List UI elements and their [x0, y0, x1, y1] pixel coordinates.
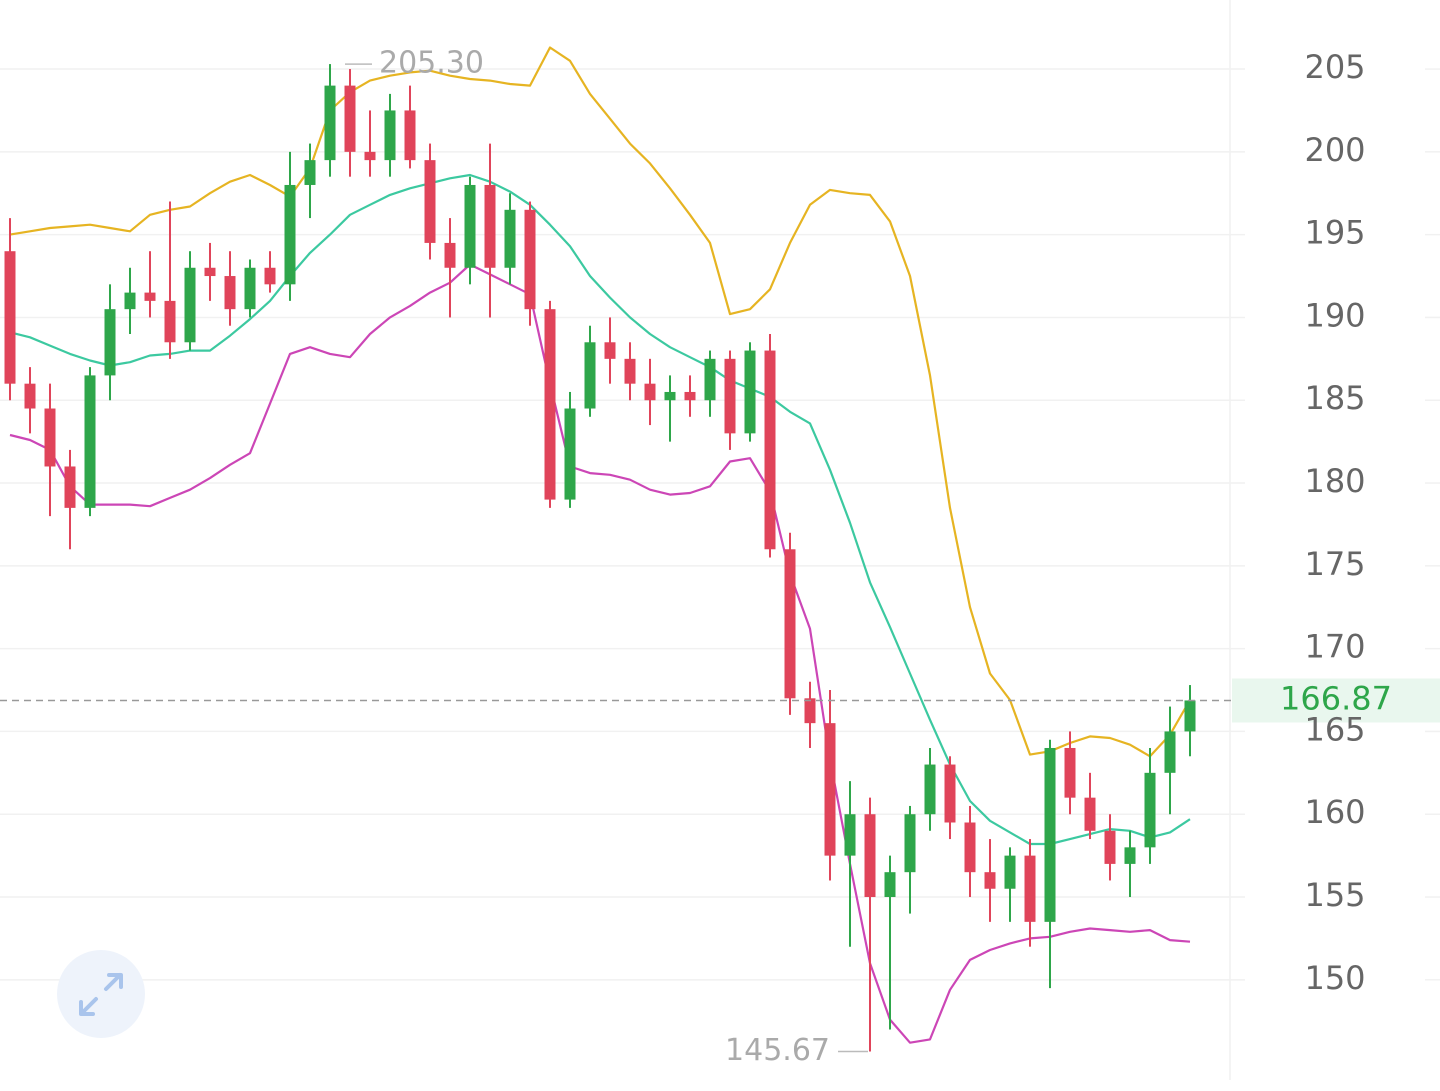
bands — [9, 46, 1191, 1044]
candle-body — [364, 151, 376, 161]
band-line — [9, 263, 1191, 1044]
y-tick-label: 150 — [1304, 959, 1365, 997]
annotations: 205.30 145.67 166.87 — [0, 46, 1440, 1068]
y-tick-label: 155 — [1304, 876, 1365, 914]
candle-body — [84, 375, 96, 508]
candle-body — [1044, 747, 1056, 922]
candle-body — [24, 383, 36, 409]
candle-body — [484, 184, 496, 268]
candle-body — [324, 85, 336, 161]
candle-body — [804, 698, 816, 724]
candle-body — [304, 160, 316, 185]
candle-body — [584, 342, 596, 409]
candle-body — [944, 764, 956, 823]
candle-body — [824, 723, 836, 856]
band-line — [9, 46, 1191, 758]
candle-body — [564, 408, 576, 500]
candle-body — [624, 358, 636, 384]
candle-body — [244, 267, 256, 310]
candle-body — [1004, 855, 1016, 889]
candle-body — [664, 391, 676, 401]
y-tick-label: 200 — [1304, 131, 1365, 169]
candle-body — [104, 309, 116, 376]
candle-body — [1124, 847, 1136, 864]
candle-body — [1024, 855, 1036, 922]
candle-body — [1144, 772, 1156, 848]
candle-body — [744, 350, 756, 434]
low-label: 145.67 — [725, 1033, 830, 1068]
y-tick-label: 170 — [1304, 628, 1365, 666]
y-tick-label: 175 — [1304, 545, 1365, 583]
y-tick-label: 205 — [1304, 48, 1365, 86]
candle-body — [204, 267, 216, 277]
candle-body — [844, 814, 856, 856]
y-tick-label: 185 — [1304, 379, 1365, 417]
candle-body — [1064, 747, 1076, 798]
candle-body — [904, 814, 916, 873]
y-tick-label: 180 — [1304, 462, 1365, 500]
expand-button[interactable] — [57, 950, 145, 1038]
candles — [4, 64, 1196, 1052]
candle-body — [64, 466, 76, 508]
candle-body — [524, 209, 536, 310]
candle-body — [764, 350, 776, 550]
candle-body — [224, 276, 236, 310]
y-axis: 150 155 160 165 170 175 180 185 190 195 200 205 — [1304, 48, 1365, 997]
candle-body — [604, 342, 616, 359]
y-tick-label: 160 — [1304, 793, 1365, 831]
candle-body — [864, 814, 876, 898]
candle-body — [924, 764, 936, 815]
y-tick-label: 190 — [1304, 296, 1365, 334]
candle-body — [284, 184, 296, 285]
candle-body — [984, 872, 996, 889]
candle-body — [884, 872, 896, 898]
candle-body — [784, 549, 796, 699]
candle-body — [464, 184, 476, 268]
high-label: 205.30 — [379, 46, 484, 81]
candle-body — [264, 267, 276, 285]
candle-body — [1184, 700, 1196, 732]
grid — [0, 68, 1440, 981]
candle-body — [144, 292, 156, 301]
candle-body — [184, 267, 196, 343]
candle-body — [964, 822, 976, 873]
candle-body — [704, 358, 716, 401]
candle-body — [344, 85, 356, 152]
candle-body — [724, 358, 736, 434]
candle-body — [124, 292, 136, 310]
y-tick-label: 165 — [1304, 710, 1365, 748]
candle-body — [504, 209, 516, 268]
candle-body — [684, 391, 696, 401]
candle-body — [444, 242, 456, 268]
candle-body — [4, 251, 16, 384]
band-line — [9, 173, 1191, 846]
last-price-label: 166.87 — [1280, 679, 1392, 717]
last-price-box — [1232, 678, 1440, 723]
candle-body — [644, 383, 656, 401]
candle-body — [1084, 797, 1096, 831]
candle-body — [424, 160, 436, 243]
candle-body — [1104, 830, 1116, 864]
candle-body — [404, 110, 416, 161]
candle-body — [544, 309, 556, 500]
candle-body — [1164, 731, 1176, 773]
candle-body — [384, 110, 396, 161]
y-tick-label: 195 — [1304, 214, 1365, 252]
candle-body — [44, 408, 56, 467]
candle-body — [164, 300, 176, 343]
